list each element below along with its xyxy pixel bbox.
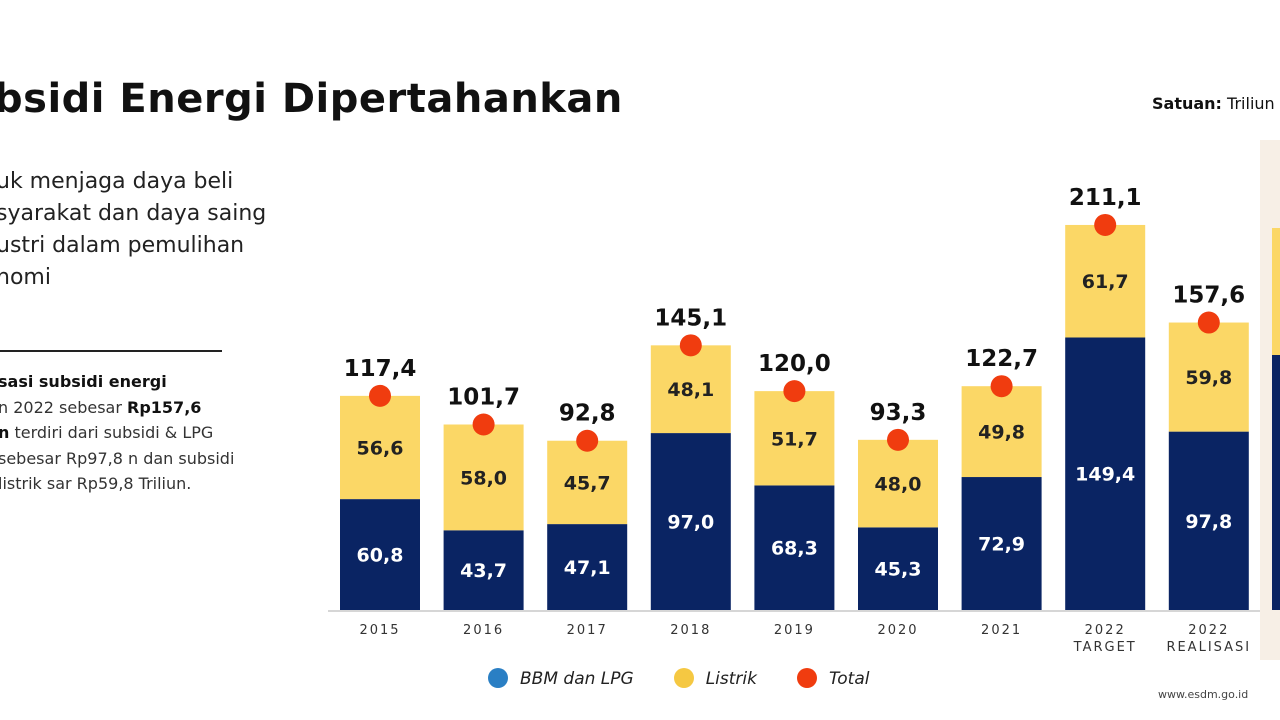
total-marker [783,380,806,403]
label-total: 211,1 [1069,185,1142,211]
summary-note: sasi subsidi energi n 2022 sebesar Rp157,… [0,369,248,497]
legend-label: Listrik [705,669,757,689]
label-listrik: 48,1 [667,379,714,401]
cropped-bar-listrik [1272,228,1280,355]
total-marker [1197,311,1220,334]
bar-bbm [754,485,835,610]
bar-listrik [547,440,628,525]
label-listrik: 58,0 [460,467,507,489]
x-tick-label: 2021 [981,623,1022,638]
legend: BBM dan LPG Listrik Total [488,668,869,689]
cropped-bar-bbm [1272,355,1280,610]
note-text-1: n 2022 sebesar [0,397,128,417]
label-bbm: 97,0 [667,512,714,534]
note-bold-1: sasi subsidi energi [0,372,167,391]
label-bbm: 97,8 [1185,511,1232,533]
label-bbm: 60,8 [357,545,404,567]
bar-listrik [1168,322,1249,432]
bar-bbm [650,433,731,610]
page-title: bsidi Energi Dipertahankan [0,76,623,122]
legend-label: BBM dan LPG [520,669,634,689]
total-marker [887,428,909,451]
legend-item-total: Total [796,668,870,689]
unit-label: Satuan: Triliun [1152,94,1275,113]
note-bold-3: n [0,423,10,442]
label-listrik: 59,8 [1185,367,1232,389]
x-tick-label: 2022 [1085,623,1126,638]
label-total: 117,4 [344,356,417,382]
label-bbm: 43,7 [460,560,507,582]
label-total: 120,0 [758,351,831,377]
bar-listrik [858,439,938,528]
bar-listrik [340,395,420,500]
bar-bbm [961,477,1042,610]
bar-bbm [1168,431,1249,610]
legend-item-bbm: BBM dan LPG [488,668,634,689]
bar-listrik [650,345,731,434]
label-bbm: 45,3 [875,559,922,581]
total-marker [369,384,391,407]
x-tick-label: 2017 [567,623,608,638]
label-total: 93,3 [870,400,927,426]
divider [0,350,222,352]
bar-bbm [340,499,420,610]
label-listrik: 48,0 [875,474,922,496]
bar-bbm [443,530,524,610]
label-total: 157,6 [1172,283,1245,309]
legend-swatch-listrik [673,668,694,688]
x-tick-label: REALISASI [1166,640,1251,655]
label-bbm: 47,1 [564,557,611,579]
legend-swatch-total [796,668,817,688]
x-tick-label: 2019 [774,623,815,638]
bar-listrik [443,424,524,531]
label-total: 92,8 [559,401,616,427]
bar-bbm [1065,337,1146,610]
legend-item-listrik: Listrik [673,668,757,689]
total-marker [576,429,599,452]
label-bbm: 72,9 [978,534,1025,556]
unit-value: Triliun [1227,94,1275,113]
lead-text: uk menjaga daya beli syarakat dan daya s… [0,169,267,290]
legend-label: Total [828,669,870,689]
legend-swatch-bbm [488,668,508,688]
bar-listrik [754,391,835,486]
label-listrik: 61,7 [1082,271,1129,293]
label-total: 145,1 [654,305,727,331]
note-bold-2: Rp157,6 [127,397,202,417]
unit-key: Satuan: [1152,94,1222,113]
bar-bbm [858,527,938,610]
bar-bbm [547,524,628,610]
website: www.esdm.go.id [1158,688,1249,701]
label-listrik: 56,6 [357,437,404,459]
label-bbm: 149,4 [1075,464,1135,486]
x-tick-label: 2022 [1188,623,1229,638]
x-tick-label: 2016 [463,623,504,638]
label-listrik: 45,7 [564,472,611,494]
total-marker [990,375,1013,398]
total-marker [679,334,702,357]
label-total: 122,7 [965,346,1038,372]
label-listrik: 49,8 [978,422,1025,444]
x-tick-label: 2015 [359,623,400,638]
total-marker [472,413,495,436]
total-marker [1094,213,1117,236]
note-text-2: terdiri dari subsidi & LPG sebesar Rp97,… [0,423,235,493]
label-listrik: 51,7 [771,428,818,450]
label-total: 101,7 [447,384,520,410]
bar-listrik [961,386,1042,478]
x-tick-label: 2018 [670,623,711,638]
x-tick-label: 2020 [877,623,918,638]
bar-listrik [1065,224,1146,338]
label-bbm: 68,3 [771,538,818,560]
x-tick-label: TARGET [1073,640,1137,655]
